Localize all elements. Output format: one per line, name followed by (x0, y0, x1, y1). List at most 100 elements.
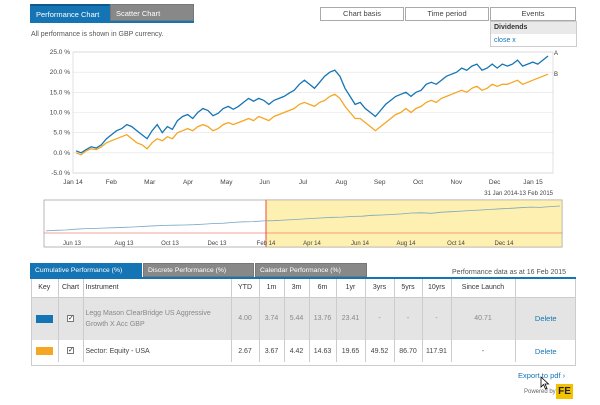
cell-3m: 5.44 (284, 297, 310, 340)
nav-x-tick-label: Jun 14 (351, 241, 370, 247)
y-tick-label: 10.0 % (50, 110, 70, 117)
navigator-selection[interactable] (265, 199, 563, 248)
chart-cell: ✓ (58, 297, 84, 340)
plot-frame (72, 51, 554, 174)
cell-1yr: 19.65 (336, 340, 366, 362)
mouse-cursor-icon (540, 376, 550, 390)
key-cell (31, 297, 59, 340)
performance-table: Key Chart Instrument YTD 1m 3m 6m 1yr 3y… (31, 279, 576, 362)
x-tick-label: Apr (183, 179, 194, 186)
performance-chart: 25.0 % 20.0 % 15.0 % 10.0 % 5.0 % 0.0 % -5.0 %… (50, 49, 558, 197)
x-tick-label: Aug (336, 179, 348, 186)
col-chart: Chart (58, 279, 84, 298)
cell-5yrs: - (394, 297, 423, 340)
dividends-close-link[interactable]: close x (494, 37, 516, 44)
cell-ytd: 4.00 (231, 297, 260, 340)
x-tick-label: Feb (106, 179, 118, 186)
y-tick-label: -5.0 % (51, 170, 70, 177)
cell-3m: 4.42 (284, 340, 310, 362)
powered-by-text: Powered by (524, 389, 556, 395)
cell-5yrs: 86.70 (394, 340, 423, 362)
x-tick-label: Jan 15 (523, 179, 543, 186)
x-tick-label: Mar (144, 179, 156, 186)
col-1m: 1m (259, 279, 285, 298)
x-tick-label: Jan 14 (63, 179, 83, 186)
nav-x-tick-label: Aug 13 (114, 241, 134, 247)
col-10yrs: 10yrs (422, 279, 452, 298)
tab-calendar-performance[interactable]: Calendar Performance (%) (255, 263, 367, 277)
cell-1yr: 23.41 (336, 297, 366, 340)
y-tick-label: 20.0 % (50, 69, 70, 76)
series-line-B (75, 73, 549, 156)
cell-1m: 3.67 (259, 340, 285, 362)
cell-3yrs: 49.52 (365, 340, 395, 362)
events-button[interactable]: Events (490, 7, 576, 21)
tab-performance-chart[interactable]: Performance Chart (30, 4, 110, 21)
delete-link[interactable]: Delete (534, 346, 557, 356)
col-6m: 6m (309, 279, 337, 298)
key-cell (31, 340, 59, 362)
x-tick-label: Jun (259, 179, 270, 186)
instrument-name: Legg Mason ClearBridge US Aggressive Gro… (83, 297, 232, 340)
nav-x-tick-label: Dec 14 (494, 241, 514, 247)
col-3m: 3m (284, 279, 310, 298)
table-row: ✓ Sector: Equity - USA 2.67 3.67 4.42 14… (31, 340, 576, 362)
cell-3yrs: - (365, 297, 395, 340)
series-label: A (554, 51, 558, 57)
chart-cell: ✓ (58, 340, 84, 362)
navigator-line (45, 205, 561, 232)
y-tick-label: 15.0 % (50, 89, 70, 96)
x-tick-label: May (220, 179, 233, 186)
nav-x-tick-label: Oct 14 (447, 241, 465, 247)
cell-10yrs: 117.91 (422, 340, 452, 362)
x-tick-label: Jul (299, 179, 308, 186)
nav-x-tick-label: Apr 14 (303, 241, 321, 247)
x-tick-label: Nov (451, 179, 463, 186)
x-tick-label: Dec (489, 179, 501, 186)
tab-scatter-chart[interactable]: Scatter Chart (110, 4, 194, 21)
x-tick-label: Sep (374, 179, 386, 186)
export-pdf-label: Export to pdf (518, 371, 561, 380)
nav-x-tick-label: Dec 13 (207, 241, 227, 247)
cell-1m: 3.74 (259, 297, 285, 340)
tab-cumulative-performance[interactable]: Cumulative Performance (%) (30, 263, 142, 277)
chart-checkbox[interactable]: ✓ (67, 347, 74, 355)
cell-6m: 13.76 (309, 297, 337, 340)
cell-since-launch: 40.71 (451, 297, 516, 340)
col-5yrs: 5yrs (394, 279, 423, 298)
performance-date: Performance data as at 16 Feb 2015 (452, 269, 567, 276)
col-3yrs: 3yrs (365, 279, 395, 298)
cell-6m: 14.63 (309, 340, 337, 362)
fe-logo: FE (556, 384, 573, 399)
series-label: B (554, 72, 558, 78)
table-row: ✓ Legg Mason ClearBridge US Aggressive G… (31, 297, 576, 340)
x-tick-label: Oct (413, 179, 423, 186)
key-swatch (35, 347, 53, 355)
col-1yr: 1yr (336, 279, 366, 298)
currency-note: All performance is shown in GBP currency… (31, 31, 164, 38)
delete-cell: Delete (515, 297, 576, 340)
tab-discrete-performance[interactable]: Discrete Performance (%) (143, 263, 254, 277)
col-key: Key (31, 279, 59, 298)
y-tick-label: 0.0 % (53, 150, 70, 157)
y-tick-label: 25.0 % (50, 49, 70, 56)
instrument-name: Sector: Equity - USA (83, 340, 232, 362)
range-navigator[interactable]: Jun 13 Aug 13 Oct 13 Dec 13 Feb 14 Apr 14 Jun … (0, 198, 600, 252)
time-period-button[interactable]: Time period (405, 7, 489, 21)
export-pdf-link[interactable]: Export to pdf › (518, 371, 565, 380)
tab-underline (30, 21, 194, 23)
nav-x-tick-label: Oct 13 (161, 241, 179, 247)
nav-x-tick-label: Jun 13 (63, 241, 82, 247)
col-since-launch: Since Launch (451, 279, 516, 298)
chart-checkbox[interactable]: ✓ (67, 315, 74, 323)
dividends-panel: Dividends close x (490, 21, 577, 47)
chart-basis-button[interactable]: Chart basis (320, 7, 404, 21)
key-swatch (35, 314, 53, 323)
series-line-A (75, 55, 549, 154)
delete-link[interactable]: Delete (534, 314, 557, 324)
cell-10yrs: - (422, 297, 452, 340)
table-header-row: Key Chart Instrument YTD 1m 3m 6m 1yr 3y… (31, 279, 576, 298)
cell-ytd: 2.67 (231, 340, 260, 362)
col-action (515, 279, 576, 298)
nav-x-tick-label: Aug 14 (396, 241, 416, 247)
